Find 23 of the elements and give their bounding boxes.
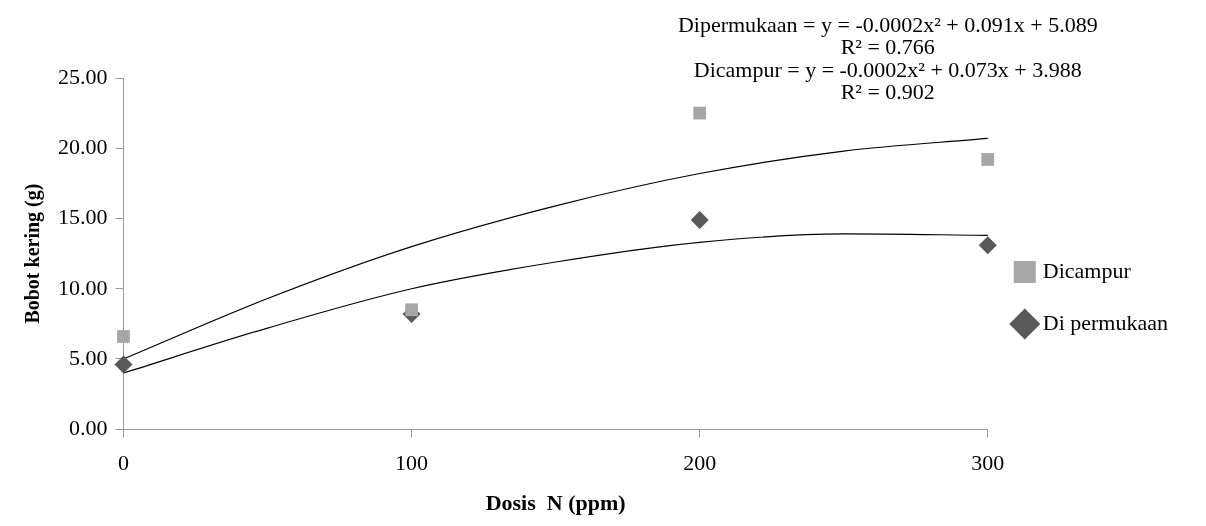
x-axis-title: Dosis N (ppm) [485,490,626,516]
point [114,355,133,374]
y-tick-label: 5.00 [69,344,108,370]
y-tick-label: 15.00 [58,204,108,230]
point [693,106,707,120]
text: Dipermukaan = y = -0.0002x² + 0.091x + 5.089 [677,11,1098,37]
annotation: R² = 0.902 [840,79,935,105]
x-tick-label: 200 [683,450,717,476]
y-tick-label: 25.00 [58,63,108,89]
point [405,303,418,317]
point [978,236,997,255]
x-tick-label: 0 [118,450,129,476]
point [117,330,130,343]
legend-label: Di permukaan [1042,309,1168,335]
y-tick-label: 10.00 [58,274,108,300]
x-tick-label: 100 [395,450,429,476]
y-axis-title: Bobot kering (g) [21,183,45,324]
point [981,153,995,166]
y-tick-label: 0.00 [69,414,108,440]
y-tick-label: 20.00 [58,134,108,160]
legend-label: Dicampur [1042,257,1132,283]
x-tick-label: 300 [971,450,1005,476]
point [690,210,709,229]
